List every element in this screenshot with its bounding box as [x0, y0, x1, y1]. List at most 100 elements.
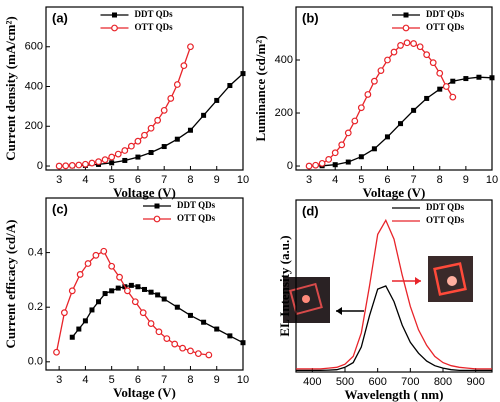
marker	[449, 93, 457, 101]
legend-marker	[403, 12, 409, 18]
marker	[187, 127, 193, 133]
legend-label: DDT QDs	[177, 200, 216, 210]
legend-label: OTT QDs	[135, 22, 174, 32]
marker	[108, 262, 116, 270]
marker	[89, 307, 95, 313]
x-tick-label: 3	[56, 174, 62, 186]
x-tick-label: 700	[401, 376, 419, 388]
marker	[240, 71, 246, 77]
marker	[305, 162, 313, 170]
plot-frame	[45, 6, 244, 171]
x-tick-label: 9	[463, 174, 469, 186]
marker	[161, 144, 167, 150]
marker	[141, 131, 148, 139]
marker	[423, 51, 431, 59]
marker	[187, 312, 193, 318]
panel-label: (a)	[52, 10, 68, 25]
legend-marker	[154, 203, 160, 209]
marker	[194, 350, 202, 358]
y-axis-label: Current efficacy (cd/A)	[3, 220, 18, 349]
marker	[139, 309, 147, 317]
x-tick-label: 9	[214, 174, 220, 186]
marker	[69, 334, 75, 340]
marker	[429, 59, 437, 67]
x-tick-label: 900	[466, 376, 484, 388]
marker	[476, 74, 482, 80]
marker	[75, 161, 83, 169]
inset-photos	[283, 256, 473, 323]
y-axis-label: Luminance (cd/m²)	[253, 35, 268, 141]
x-axis-label: Wavelength ( nm)	[345, 387, 444, 402]
y-tick-label: 400	[25, 80, 43, 92]
y-tick-label: 400	[275, 54, 293, 66]
x-tick-label: 7	[411, 174, 417, 186]
x-tick-label: 5	[109, 374, 115, 386]
marker	[160, 106, 168, 114]
x-axis-label: Voltage (V)	[113, 385, 176, 400]
x-axis-label: Voltage (V)	[113, 185, 176, 200]
marker	[357, 104, 365, 112]
x-tick-label: 600	[368, 376, 386, 388]
marker	[450, 78, 456, 84]
plot-frame	[295, 6, 493, 171]
legend-label: OTT QDs	[426, 22, 465, 32]
marker	[179, 344, 186, 352]
marker	[55, 162, 63, 170]
marker	[108, 153, 116, 161]
x-tick-label: 6	[384, 174, 390, 186]
y-tick-label: 0	[287, 160, 293, 172]
marker	[81, 160, 89, 168]
marker	[174, 304, 180, 310]
marker	[100, 247, 108, 255]
marker	[135, 284, 141, 290]
marker	[345, 159, 351, 165]
marker	[53, 348, 60, 356]
legend-label: DDT QDs	[426, 9, 465, 19]
arrow-head	[336, 307, 342, 315]
marker	[174, 136, 180, 142]
marker	[338, 141, 346, 149]
x-tick-label: 6	[135, 374, 141, 386]
x-tick-label: 8	[187, 374, 193, 386]
marker	[101, 156, 109, 164]
marker	[68, 162, 76, 169]
marker	[410, 40, 418, 47]
x-tick-label: 400	[303, 376, 321, 388]
marker	[416, 43, 424, 51]
marker	[377, 67, 385, 75]
device-spot	[302, 295, 310, 303]
marker	[371, 77, 378, 85]
x-tick-label: 5	[109, 174, 115, 186]
marker	[95, 158, 102, 166]
y-tick-label: 0.4	[28, 247, 43, 259]
marker	[60, 309, 68, 317]
marker	[155, 328, 163, 336]
marker	[147, 320, 155, 327]
device-glow	[433, 262, 467, 296]
marker	[115, 285, 121, 291]
marker	[121, 147, 129, 154]
marker	[398, 121, 404, 127]
legend-label: OTT QDs	[177, 213, 216, 223]
marker	[390, 48, 398, 56]
marker	[437, 86, 443, 92]
marker	[127, 142, 135, 150]
marker	[76, 271, 84, 278]
marker	[371, 146, 377, 152]
marker	[436, 69, 444, 77]
marker	[187, 43, 194, 51]
marker	[62, 162, 70, 170]
marker	[147, 124, 155, 132]
marker	[344, 129, 352, 137]
arrow-head	[415, 277, 421, 285]
legend-marker	[153, 215, 161, 223]
marker	[397, 42, 404, 49]
marker	[128, 282, 134, 288]
marker	[384, 56, 391, 64]
y-tick-label: 0.2	[28, 301, 43, 313]
marker	[96, 299, 102, 305]
marker	[411, 107, 417, 113]
x-tick-label: 10	[237, 374, 249, 386]
panel-label: (b)	[302, 10, 319, 25]
marker	[135, 154, 141, 160]
